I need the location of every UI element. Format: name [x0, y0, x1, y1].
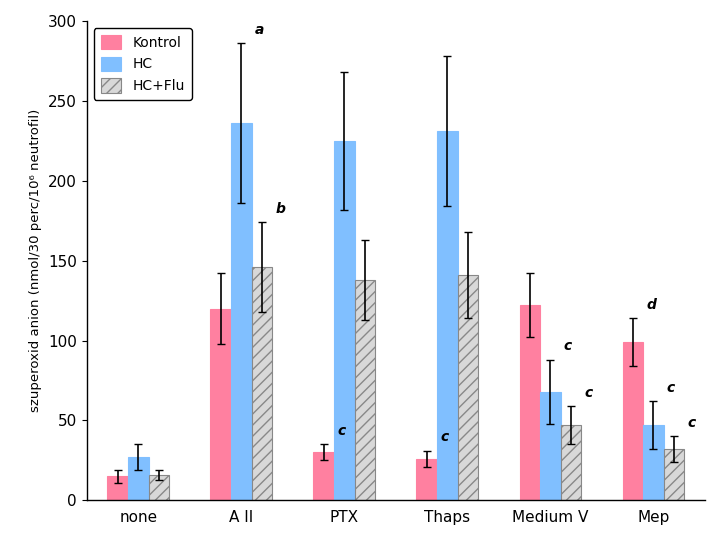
Bar — [313, 453, 334, 500]
Text: a: a — [255, 23, 264, 37]
Bar — [623, 342, 643, 500]
Text: b: b — [275, 202, 285, 216]
Bar — [643, 425, 664, 500]
Bar — [210, 308, 231, 500]
Bar — [437, 131, 458, 500]
Text: c: c — [440, 430, 449, 444]
Legend: Kontrol, HC, HC+Flu: Kontrol, HC, HC+Flu — [94, 28, 192, 100]
Text: c: c — [585, 386, 593, 400]
Bar — [664, 449, 685, 500]
Text: c: c — [337, 424, 346, 438]
Bar — [355, 280, 375, 500]
Bar — [416, 459, 437, 500]
Bar — [334, 141, 355, 500]
Bar — [148, 475, 169, 500]
Text: c: c — [688, 416, 696, 430]
Bar — [540, 392, 561, 500]
Bar — [107, 476, 128, 500]
Text: c: c — [564, 339, 572, 353]
Text: c: c — [667, 381, 675, 395]
Bar — [128, 457, 148, 500]
Bar — [458, 275, 478, 500]
Bar — [561, 425, 581, 500]
Bar — [251, 267, 272, 500]
Text: d: d — [647, 298, 656, 312]
Bar — [231, 123, 251, 500]
Y-axis label: szuperoxid anion (nmol/30 perc/10⁶ neutrofil): szuperoxid anion (nmol/30 perc/10⁶ neutr… — [30, 109, 42, 412]
Bar — [520, 306, 540, 500]
